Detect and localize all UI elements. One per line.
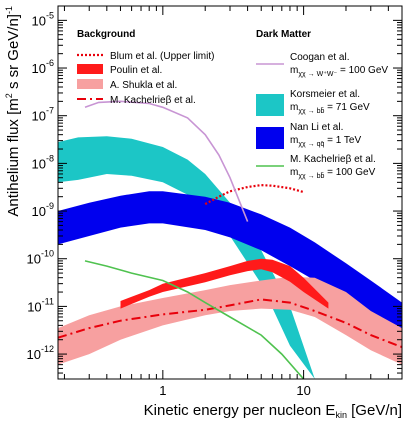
line-m-kachelrie-et-al-7 xyxy=(84,260,305,379)
legend-label-blum-et-al-upper-limit: Blum et al. (Upper limit) xyxy=(110,51,214,62)
plot-area xyxy=(58,100,402,379)
legend-sublabel-m-kachelrie-et-al: mχχ → bb̄ = 100 GeV xyxy=(290,167,376,180)
legend-swatch-poulin-et-al xyxy=(77,64,103,74)
y-tick-label: 10-8 xyxy=(32,153,54,171)
legend-label-m-kachelrie-et-al: M. Kachelrieβ et al. xyxy=(110,95,196,106)
band-poulin-et-al xyxy=(120,258,329,309)
legend-label-poulin-et-al: Poulin et al. xyxy=(110,65,162,76)
line-m-kachelrie-et-al-3 xyxy=(58,298,402,349)
band-korsmeier-et-al xyxy=(58,136,315,379)
y-tick-label: 10-5 xyxy=(32,10,54,28)
legend-label-a-shukla-et-al: A. Shukla et al. xyxy=(110,80,177,91)
legend-label-m-kachelrie-et-al: M. Kachelrieβ et al. xyxy=(290,154,376,165)
axis-ticks: 1 10 10-5 10-6 10-7 10-8 10-9 10-10 10-11 10-12 xyxy=(27,6,403,398)
band-nan-li-et-al xyxy=(58,191,402,336)
x-tick-label: 10 xyxy=(296,383,310,398)
y-tick-label: 10-11 xyxy=(27,296,54,314)
legend-sublabel-nan-li-et-al: mχχ → qq̄ = 1 TeV xyxy=(290,135,361,148)
legend-swatch-nan-li-et-al xyxy=(256,127,284,149)
y-tick-label: 10-7 xyxy=(32,106,54,124)
legend-swatch-a-shukla-et-al xyxy=(77,79,103,89)
line-blum-et-al-upper-limit-0 xyxy=(204,183,304,206)
axis-labels: Kinetic energy per nucleon Ekin [GeV/n] … xyxy=(4,6,402,420)
x-axis-label: Kinetic energy per nucleon Ekin [GeV/n] xyxy=(144,402,402,420)
line-coogan-et-al-4 xyxy=(84,100,249,222)
y-tick-label: 10-6 xyxy=(32,58,54,76)
y-tick-label: 10-12 xyxy=(27,344,54,362)
legend-label-coogan-et-al: Coogan et al. xyxy=(290,52,350,63)
legend-sublabel-korsmeier-et-al: mχχ → bb̄ = 71 GeV xyxy=(290,102,370,115)
legend-label-korsmeier-et-al: Korsmeier et al. xyxy=(290,89,360,100)
legend-sublabel-coogan-et-al: mχχ → W⁺W⁻ = 100 GeV xyxy=(290,65,388,78)
legend-background-title: Background xyxy=(77,29,135,40)
legend-label-nan-li-et-al: Nan Li et al. xyxy=(290,122,343,133)
y-axis-label: Antihelium flux [m2 s sr GeV/n]-1 xyxy=(4,6,22,217)
legend-swatch-korsmeier-et-al xyxy=(256,94,284,116)
y-tick-label: 10-10 xyxy=(27,249,54,267)
y-tick-label: 10-9 xyxy=(32,201,54,219)
x-tick-label: 1 xyxy=(159,383,166,398)
legend-dark-matter-title: Dark Matter xyxy=(256,29,311,40)
legend: Background Dark Matter Blum et al. (Upper … xyxy=(77,29,388,180)
